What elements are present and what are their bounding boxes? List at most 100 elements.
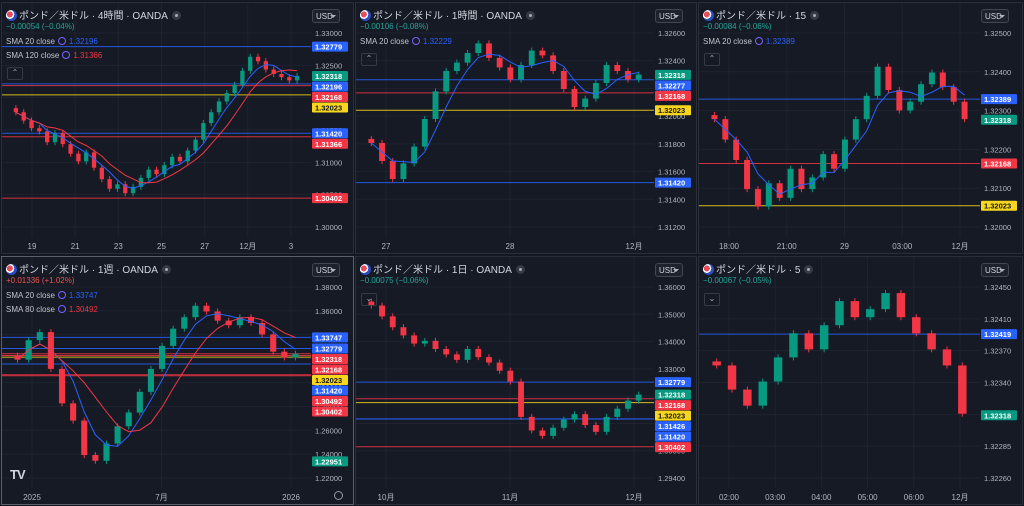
- price-change: −0.00075 (−0.06%): [360, 276, 429, 285]
- collapse-legend-button[interactable]: ⌄: [361, 293, 377, 306]
- sma-settings-icon[interactable]: [754, 37, 763, 45]
- candle-body: [798, 168, 805, 190]
- x-tick-label: 3: [289, 242, 294, 251]
- x-tick-label: 2026: [282, 493, 300, 502]
- candle-body: [232, 84, 237, 94]
- price-tag-bg: [312, 81, 348, 92]
- y-tick-label: 1.36000: [658, 283, 685, 292]
- pane-title-text: ポンド／米ドル · 1時間 · OANDA: [373, 11, 522, 22]
- price-tag-label: 1.30492: [315, 397, 342, 406]
- candle-body: [248, 56, 253, 71]
- price-tag-bg: [312, 343, 348, 354]
- sma-settings-icon[interactable]: [57, 305, 66, 313]
- candle-body: [84, 152, 89, 162]
- price-tag-bg: [655, 69, 691, 80]
- candle-body: [125, 412, 132, 427]
- price-tag: 1.32023: [655, 410, 691, 421]
- chart-pane-4h[interactable]: 1.330001.325001.320001.315001.310001.305…: [1, 2, 354, 254]
- pane-title[interactable]: ポンド／米ドル · 1時間 · OANDA: [360, 7, 535, 22]
- candle-body: [421, 340, 428, 344]
- pane-title[interactable]: ポンド／米ドル · 1週 · OANDA: [6, 261, 171, 276]
- chart-svg: 1.32500 1.32400 1.32300 1.32200 1.32100 1.320…: [699, 3, 1017, 251]
- candle-body: [550, 427, 557, 436]
- candle-body: [743, 389, 752, 406]
- y-tick-label: 1.36000: [315, 307, 342, 316]
- price-tag: 1.31420: [312, 128, 348, 139]
- x-tick-label: 06:00: [904, 493, 925, 502]
- candle-body: [560, 419, 567, 428]
- sma-settings-icon[interactable]: [62, 51, 71, 59]
- currency-select[interactable]: USD: [655, 9, 683, 23]
- settings-gear-icon[interactable]: [334, 491, 343, 500]
- currency-select[interactable]: USD: [312, 263, 340, 277]
- price-tag-label: 1.32168: [315, 93, 342, 102]
- y-tick-label: 1.32200: [984, 145, 1011, 154]
- collapse-legend-button[interactable]: ⌃: [7, 67, 23, 80]
- candle-body: [281, 351, 288, 358]
- price-tag-label: 1.31420: [315, 386, 342, 395]
- candle-body: [850, 301, 860, 318]
- x-tick-label: 12月: [626, 242, 643, 251]
- price-tag-bg: [655, 431, 691, 442]
- chart-pane-15m[interactable]: 1.32500 1.32400 1.32300 1.32200 1.32100 1.320…: [698, 2, 1023, 254]
- settings-dot-icon[interactable]: [515, 265, 525, 274]
- price-tag-label: 1.32318: [984, 116, 1011, 125]
- chart-pane-1w[interactable]: 1.380001.360001.340001.320001.300001.280…: [1, 256, 354, 505]
- y-tick-label: 1.32400: [984, 68, 1011, 77]
- candle-body: [592, 83, 599, 99]
- candle-body: [453, 62, 460, 71]
- sma-legend[interactable]: SMA 120 close 1.31366: [6, 51, 102, 60]
- settings-dot-icon[interactable]: [171, 11, 181, 20]
- candle-body: [154, 169, 159, 175]
- price-tag-bg: [655, 410, 691, 421]
- pane-title[interactable]: ポンド／米ドル · 5: [703, 261, 814, 276]
- settings-dot-icon[interactable]: [810, 11, 820, 20]
- settings-dot-icon[interactable]: [525, 11, 535, 20]
- sma-legend[interactable]: SMA 80 close 1.30492: [6, 305, 98, 314]
- candle-body: [58, 368, 66, 404]
- sma-label: SMA 20 close: [6, 37, 55, 46]
- chart-pane-5m[interactable]: 1.324501.324101.323701.323401.323101.322…: [698, 256, 1023, 505]
- sma-legend[interactable]: SMA 20 close 1.32389: [703, 37, 795, 46]
- sma-settings-icon[interactable]: [57, 37, 66, 45]
- sma-legend[interactable]: SMA 20 close 1.32196: [6, 37, 98, 46]
- currency-select[interactable]: USD: [655, 263, 683, 277]
- candle-body: [885, 66, 892, 91]
- price-tag-bg: [312, 71, 348, 82]
- pane-title[interactable]: ポンド／米ドル · 1日 · OANDA: [360, 261, 525, 276]
- y-tick-label: 1.30000: [315, 223, 342, 232]
- chart-pane-1d[interactable]: 1.360001.350001.340001.330001.320001.310…: [355, 256, 697, 505]
- x-tick-label: 10月: [378, 493, 395, 502]
- candle-body: [37, 128, 42, 132]
- pane-title[interactable]: ポンド／米ドル · 15: [703, 7, 820, 22]
- candle-body: [279, 74, 284, 78]
- candle-body: [625, 71, 631, 80]
- pane-title[interactable]: ポンド／米ドル · 4時間 · OANDA: [6, 7, 181, 22]
- settings-dot-icon[interactable]: [804, 265, 814, 274]
- settings-dot-icon[interactable]: [161, 265, 171, 274]
- collapse-legend-button[interactable]: ⌃: [704, 53, 720, 66]
- price-tag-bg: [981, 94, 1017, 105]
- collapse-legend-button[interactable]: ⌄: [704, 293, 720, 306]
- currency-select[interactable]: USD: [312, 9, 340, 23]
- sma-legend[interactable]: SMA 20 close 1.32229: [360, 37, 452, 46]
- collapse-legend-button[interactable]: ⌃: [361, 53, 377, 66]
- candle-body: [733, 139, 740, 160]
- candle-body: [625, 400, 631, 409]
- chart-pane-1h[interactable]: 1.326001.324001.322001.320001.318001.316…: [355, 2, 697, 254]
- x-tick-label: 7月: [155, 493, 167, 502]
- candle-body: [146, 169, 151, 178]
- candle-body: [475, 348, 482, 358]
- price-tag: 1.31420: [655, 431, 691, 442]
- x-tick-label: 04:00: [811, 493, 832, 502]
- price-tag: 1.32779: [312, 41, 348, 52]
- price-tag: 1.32318: [312, 71, 348, 82]
- candle-body: [203, 305, 210, 312]
- currency-select[interactable]: USD: [981, 263, 1009, 277]
- chart-svg: 1.326001.324001.322001.320001.318001.316…: [356, 3, 691, 251]
- candle-body: [92, 455, 99, 461]
- sma-settings-icon[interactable]: [57, 291, 66, 299]
- currency-select[interactable]: USD: [981, 9, 1009, 23]
- sma-settings-icon[interactable]: [411, 37, 420, 45]
- sma-legend[interactable]: SMA 20 close 1.33747: [6, 291, 98, 300]
